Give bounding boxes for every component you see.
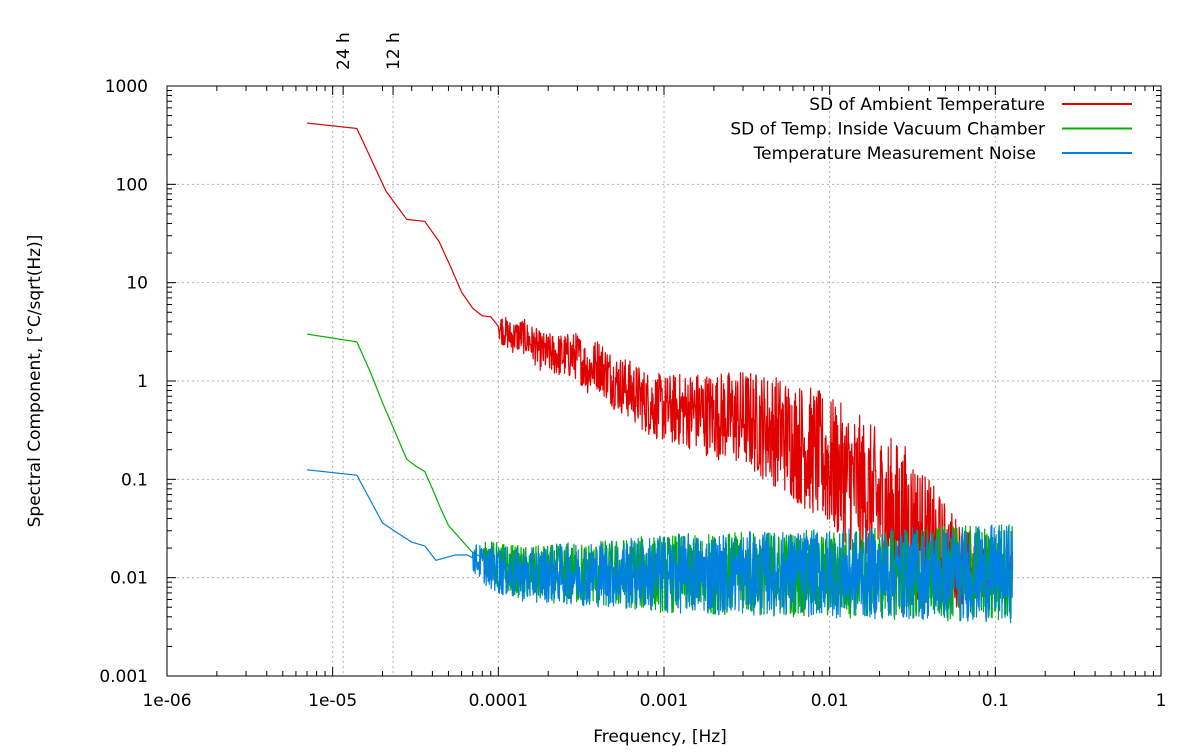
x-tick-label: 1e-06	[142, 691, 191, 711]
legend-label: SD of Ambient Temperature	[809, 95, 1045, 115]
x-tick-label: 1e-05	[308, 691, 357, 711]
y-tick-label: 0.001	[99, 667, 148, 687]
y-tick-label: 1000	[105, 77, 148, 97]
series-line-3	[306, 469, 1014, 624]
y-tick-label: 0.1	[121, 470, 148, 490]
x-tick-label: 0.0001	[469, 691, 528, 711]
legend-label: Temperature Measurement Noise	[753, 144, 1036, 164]
y-tick-label: 1	[137, 372, 148, 392]
period-label: 24 h	[334, 32, 354, 70]
ticks	[166, 85, 1162, 677]
y-axis-title: Spectral Component, [°C/sqrt(Hz)]	[25, 235, 45, 528]
x-axis-title: Frequency, [Hz]	[593, 727, 727, 747]
legend-label: SD of Temp. Inside Vacuum Chamber	[730, 120, 1045, 140]
x-tick-label: 0.001	[640, 691, 689, 711]
x-tick-label: 0.01	[811, 691, 849, 711]
x-tick-label: 1	[1156, 691, 1167, 711]
series-layer	[306, 122, 1014, 624]
tick-labels: 1e-06 1e-05 0.0001 0.001 0.01 0.1 1 1000 100 10 1 0…	[99, 32, 1166, 711]
legend: SD of Ambient Temperature SD of Temp. Ins…	[730, 95, 1132, 164]
y-tick-label: 100	[116, 175, 148, 195]
y-tick-label: 10	[126, 274, 148, 294]
y-tick-label: 0.01	[110, 569, 148, 589]
period-label: 12 h	[384, 32, 404, 70]
x-tick-label: 0.1	[982, 691, 1009, 711]
